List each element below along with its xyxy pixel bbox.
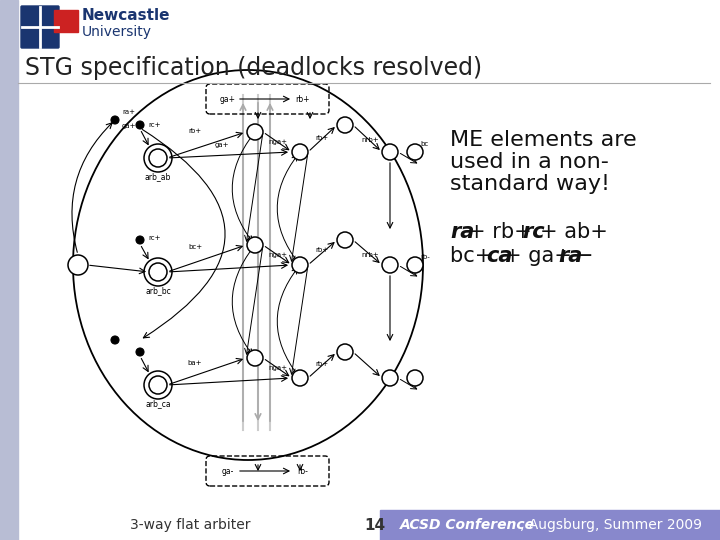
Text: arb_bc: arb_bc — [145, 286, 171, 295]
Text: standard way!: standard way! — [450, 174, 610, 194]
Text: rb-: rb- — [297, 467, 308, 476]
Text: nga+: nga+ — [269, 139, 287, 145]
Text: bc+: bc+ — [188, 244, 202, 250]
Circle shape — [136, 121, 144, 129]
Bar — [54, 10, 78, 32]
Text: ga+: ga+ — [122, 123, 137, 129]
Circle shape — [292, 144, 308, 160]
Bar — [0, 0, 18, 540]
Text: arb_ab: arb_ab — [145, 172, 171, 181]
Circle shape — [337, 232, 353, 248]
Circle shape — [337, 117, 353, 133]
Text: + ab+: + ab+ — [540, 222, 608, 242]
Circle shape — [149, 263, 167, 281]
Text: ra: ra — [558, 246, 582, 266]
Text: arb_ca: arb_ca — [145, 399, 171, 408]
Text: University: University — [82, 25, 152, 39]
Text: 14: 14 — [364, 517, 386, 532]
Circle shape — [337, 344, 353, 360]
Text: ra+: ra+ — [122, 109, 135, 115]
Text: rb+: rb+ — [315, 135, 328, 141]
Text: ga+: ga+ — [220, 94, 236, 104]
Text: rb+: rb+ — [315, 361, 328, 367]
Text: ga+: ga+ — [215, 142, 229, 148]
Text: ME elements are: ME elements are — [450, 130, 636, 150]
Text: rc+: rc+ — [149, 235, 161, 241]
Text: −: − — [576, 246, 593, 266]
Text: ba+: ba+ — [188, 360, 202, 366]
Text: bc+: bc+ — [450, 246, 499, 266]
Text: nga+: nga+ — [269, 365, 287, 371]
FancyBboxPatch shape — [21, 6, 59, 48]
Circle shape — [407, 370, 423, 386]
Text: Newcastle: Newcastle — [82, 8, 171, 23]
Text: ra: ra — [450, 222, 474, 242]
Circle shape — [111, 336, 119, 344]
Circle shape — [136, 236, 144, 244]
Text: + rb+: + rb+ — [468, 222, 539, 242]
Text: , Augsburg, Summer 2009: , Augsburg, Summer 2009 — [520, 518, 702, 532]
Bar — [380, 510, 720, 540]
Text: ca: ca — [486, 246, 513, 266]
Circle shape — [247, 350, 263, 366]
Circle shape — [149, 376, 167, 394]
Text: rb+: rb+ — [315, 247, 328, 253]
Text: bc: bc — [420, 141, 428, 147]
Text: STG specification (deadlocks resolved): STG specification (deadlocks resolved) — [25, 56, 482, 80]
Circle shape — [382, 144, 398, 160]
Circle shape — [382, 257, 398, 273]
Circle shape — [407, 257, 423, 273]
Circle shape — [292, 257, 308, 273]
Circle shape — [247, 124, 263, 140]
Circle shape — [292, 370, 308, 386]
Circle shape — [247, 237, 263, 253]
Text: rb-: rb- — [420, 254, 430, 260]
Circle shape — [136, 348, 144, 356]
Circle shape — [382, 370, 398, 386]
Text: rb+: rb+ — [189, 128, 202, 134]
Circle shape — [111, 116, 119, 124]
Text: rc: rc — [522, 222, 544, 242]
Text: + ga+: + ga+ — [504, 246, 578, 266]
Circle shape — [149, 149, 167, 167]
Circle shape — [68, 255, 88, 275]
Text: used in a non-: used in a non- — [450, 152, 609, 172]
Circle shape — [407, 144, 423, 160]
Text: nga+: nga+ — [269, 252, 287, 258]
Text: ga-: ga- — [222, 467, 234, 476]
Text: rb+: rb+ — [296, 94, 310, 104]
Text: nrb+: nrb+ — [361, 252, 379, 258]
Text: ACSD Conference: ACSD Conference — [400, 518, 535, 532]
Text: nrb+: nrb+ — [361, 137, 379, 143]
Text: 3-way flat arbiter: 3-way flat arbiter — [130, 518, 251, 532]
Text: rc+: rc+ — [149, 122, 161, 128]
